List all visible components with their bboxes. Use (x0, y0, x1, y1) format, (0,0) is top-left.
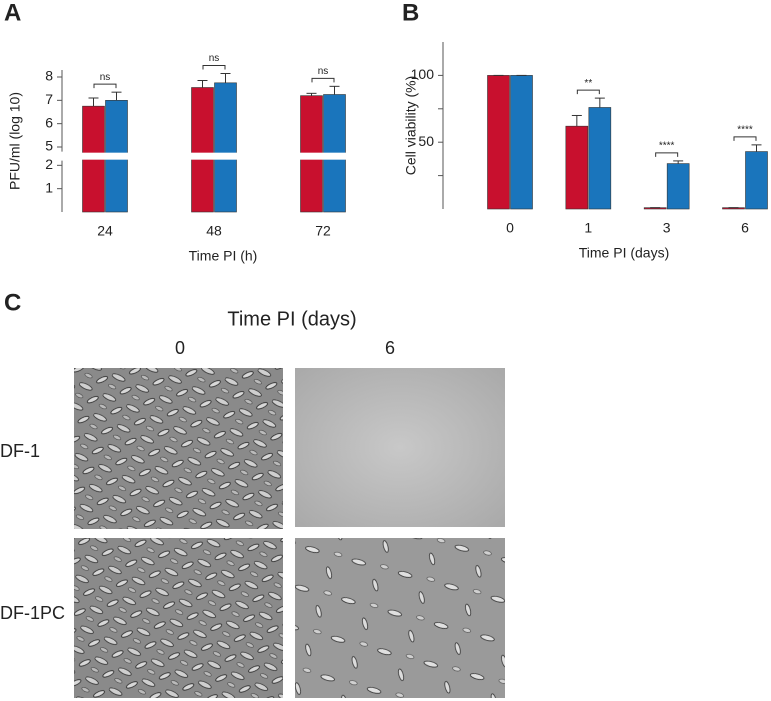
significance-bracket (93, 83, 117, 89)
x-tick-label: 24 (97, 223, 113, 239)
axis-break (64, 152, 404, 160)
micrograph (74, 538, 283, 698)
significance-label: **** (659, 141, 675, 152)
bar (565, 125, 589, 210)
x-tick-label: 0 (506, 220, 514, 236)
significance-label: ** (584, 78, 592, 89)
x-tick-label: 6 (741, 220, 749, 236)
micrograph (295, 538, 505, 698)
significance-label: ns (318, 66, 329, 77)
significance-bracket (733, 136, 757, 141)
x-tick-label: 1 (584, 220, 592, 236)
panel-c-title: Time PI (days) (227, 308, 356, 330)
y-axis-title: Cell viability (%) (403, 76, 419, 176)
bar (191, 87, 214, 213)
y-tick-label: 6 (45, 114, 53, 130)
y-tick-label: 100 (411, 66, 435, 82)
significance-bracket (576, 89, 600, 95)
panel-label: C (4, 289, 21, 316)
y-axis-title: PFU/ml (log 10) (7, 92, 23, 190)
y-tick-label: 5 (45, 138, 53, 154)
significance-label: **** (737, 125, 753, 136)
row-label: DF-1PC (0, 603, 65, 623)
x-axis-title: Time PI (days) (579, 245, 670, 261)
x-tick-label: 48 (206, 223, 222, 239)
x-tick-label: 72 (315, 223, 331, 239)
bar (666, 163, 690, 210)
row-label: DF-1 (0, 441, 40, 461)
bar (487, 75, 510, 210)
y-tick-label: 50 (418, 133, 434, 149)
panel-label: A (4, 0, 21, 26)
y-tick-label: 2 (45, 156, 53, 172)
bar (214, 82, 237, 213)
significance-label: ns (209, 53, 220, 64)
micrograph (295, 368, 505, 527)
y-tick-label: 7 (45, 91, 53, 107)
bar (588, 107, 612, 210)
panel-label: B (402, 0, 419, 26)
micrograph (74, 368, 283, 529)
significance-bracket (202, 65, 226, 70)
x-axis-title: Time PI (h) (189, 248, 258, 264)
column-label: 0 (175, 338, 185, 358)
significance-label: ns (100, 72, 111, 83)
significance-bracket (655, 152, 679, 157)
y-tick-label: 8 (45, 68, 53, 84)
bar (510, 75, 533, 210)
y-tick-label: 1 (45, 179, 53, 195)
significance-bracket (311, 77, 335, 83)
column-label: 6 (385, 338, 395, 358)
bar (745, 151, 768, 210)
x-tick-label: 3 (663, 220, 671, 236)
